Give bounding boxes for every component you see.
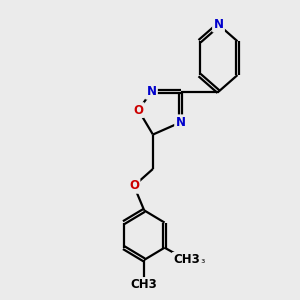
Text: N: N: [176, 116, 186, 129]
Text: CH3: CH3: [131, 278, 158, 292]
Text: O: O: [133, 103, 143, 117]
Text: O: O: [129, 179, 139, 192]
Text: N: N: [214, 18, 224, 31]
Text: CH₃: CH₃: [186, 255, 206, 265]
Text: N: N: [146, 85, 157, 98]
Text: CH3: CH3: [173, 254, 200, 266]
Text: CH₃: CH₃: [134, 280, 154, 290]
